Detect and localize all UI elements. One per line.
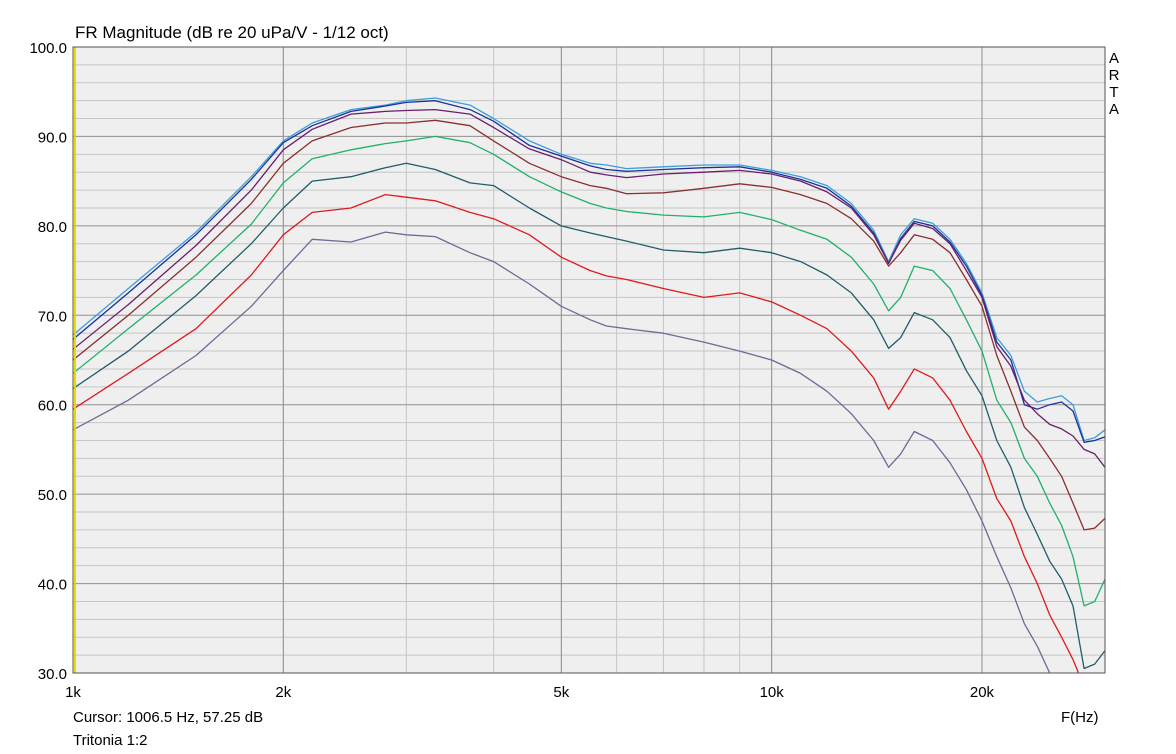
watermark-letter: A bbox=[1109, 50, 1119, 67]
x-tick-label: 20k bbox=[970, 684, 995, 700]
y-tick-label: 90.0 bbox=[38, 129, 67, 146]
y-tick-label: 50.0 bbox=[38, 487, 67, 504]
y-tick-label: 100.0 bbox=[29, 40, 67, 57]
series-line-1[interactable] bbox=[73, 97, 1105, 442]
series-line-8[interactable] bbox=[73, 231, 1105, 700]
chart-title: FR Magnitude (dB re 20 uPa/V - 1/12 oct) bbox=[75, 23, 389, 42]
series-line-6[interactable] bbox=[73, 162, 1105, 670]
x-tick-label: 10k bbox=[760, 684, 785, 700]
x-axis-label: F(Hz) bbox=[1061, 709, 1099, 726]
x-tick-label: 1k bbox=[65, 684, 81, 700]
plot-area[interactable] bbox=[73, 47, 1105, 673]
x-tick-label: 2k bbox=[275, 684, 291, 700]
frequency-response-chart[interactable]: 30.0 40.0 50.0 60.0 70.0 80.0 90.0 100.0 1k 2k 5k… bbox=[0, 0, 1176, 700]
series-line-2[interactable] bbox=[73, 100, 1105, 443]
y-tick-label: 80.0 bbox=[38, 219, 67, 236]
series-line-4[interactable] bbox=[73, 119, 1105, 531]
y-tick-label: 60.0 bbox=[38, 398, 67, 415]
y-tick-label: 40.0 bbox=[38, 577, 67, 594]
plot-border bbox=[72, 46, 1106, 674]
series-line-5[interactable] bbox=[73, 135, 1105, 607]
y-tick-label: 70.0 bbox=[38, 308, 67, 325]
watermark-letter: R bbox=[1109, 67, 1120, 84]
watermark-letter: A bbox=[1109, 101, 1119, 118]
cursor-readout: Cursor: 1006.5 Hz, 57.25 dB bbox=[73, 709, 264, 726]
y-tick-label: 30.0 bbox=[38, 666, 67, 683]
series-line-3[interactable] bbox=[73, 108, 1105, 468]
measurement-name: Tritonia 1:2 bbox=[73, 732, 148, 749]
x-tick-label: 5k bbox=[553, 684, 569, 700]
watermark-letter: T bbox=[1109, 84, 1118, 101]
series-line-7[interactable] bbox=[73, 193, 1105, 700]
